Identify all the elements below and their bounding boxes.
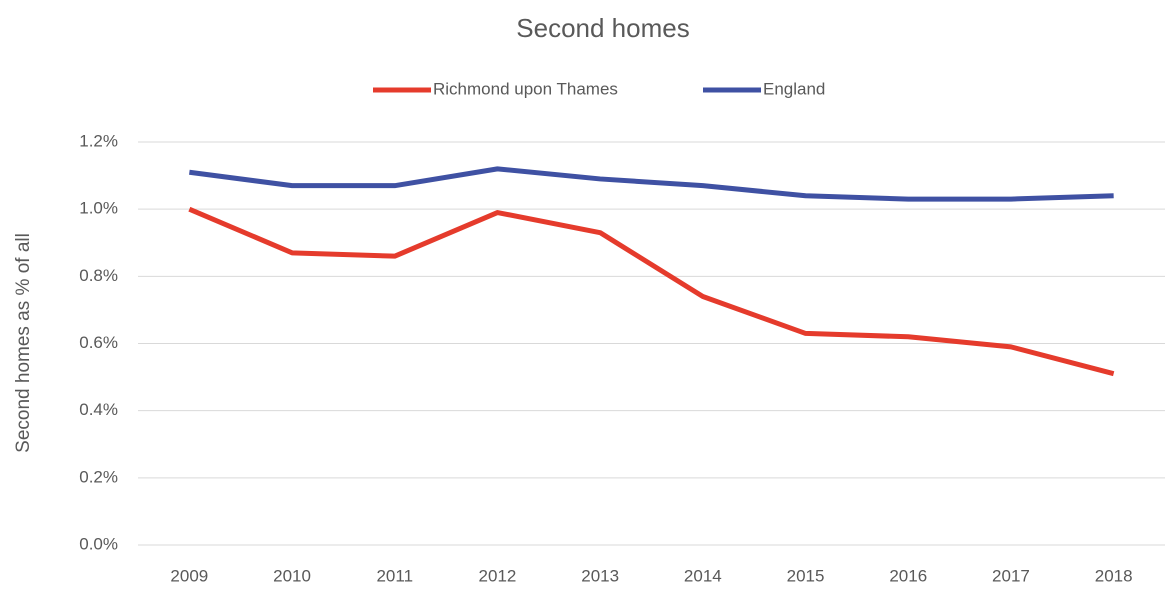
x-tick-label: 2014	[684, 566, 722, 585]
y-tick-label: 1.0%	[79, 199, 118, 218]
legend-label: England	[763, 79, 825, 98]
chart-title: Second homes	[516, 13, 689, 43]
y-tick-label: 0.4%	[79, 400, 118, 419]
y-tick-label: 0.0%	[79, 534, 118, 553]
y-tick-label: 0.2%	[79, 467, 118, 486]
y-tick-label: 1.2%	[79, 131, 118, 150]
x-tick-label: 2009	[170, 566, 208, 585]
x-tick-label: 2013	[581, 566, 619, 585]
x-tick-label: 2018	[1095, 566, 1133, 585]
line-series	[188, 206, 1115, 377]
x-tick-label: 2011	[376, 566, 413, 585]
x-tick-label: 2016	[889, 566, 927, 585]
y-tick-label: 0.8%	[79, 266, 118, 285]
y-tick-label: 0.6%	[79, 333, 118, 352]
line-series	[189, 166, 1114, 202]
x-tick-label: 2010	[273, 566, 311, 585]
x-tick-label: 2012	[479, 566, 517, 585]
x-tick-label: 2017	[992, 566, 1030, 585]
x-tick-label: 2015	[787, 566, 825, 585]
legend-label: Richmond upon Thames	[433, 79, 618, 98]
y-axis-label: Second homes as % of all	[13, 233, 34, 453]
